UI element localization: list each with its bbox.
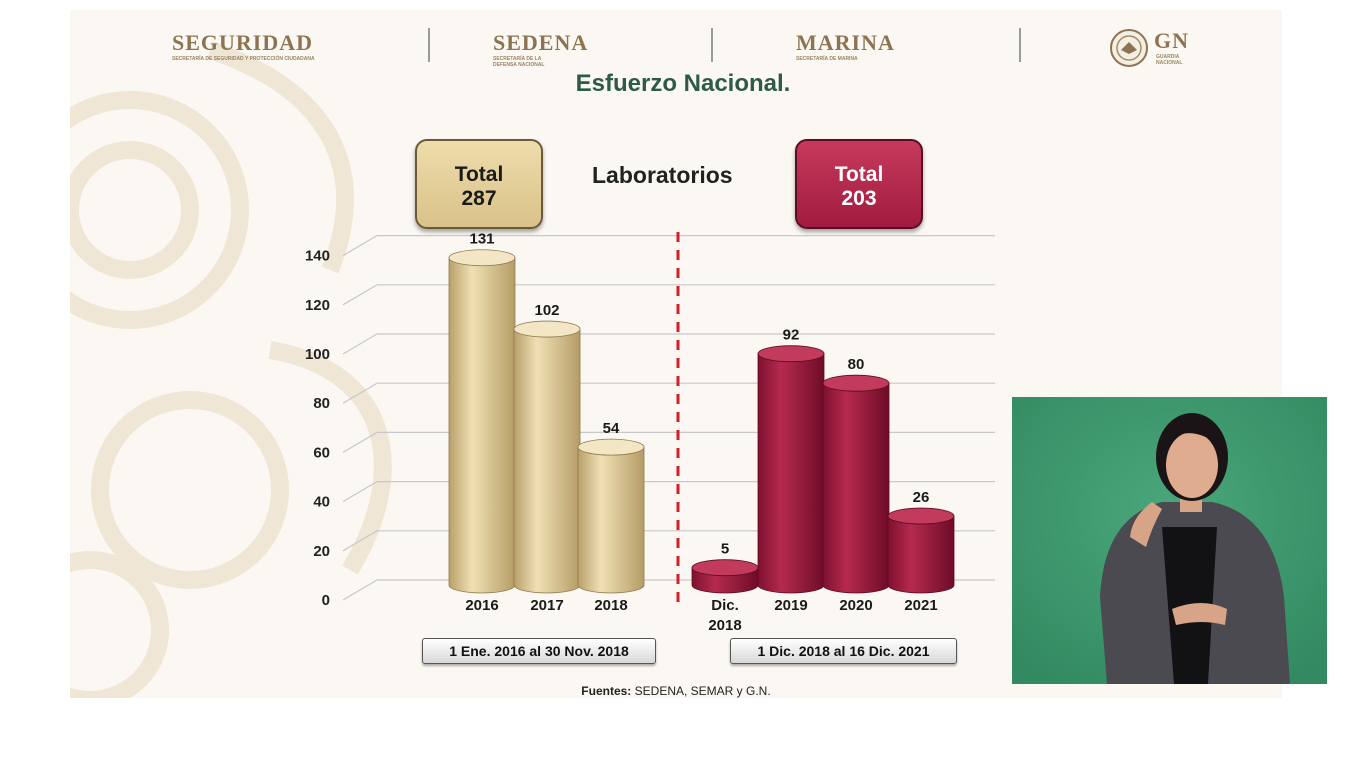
total-box-right: Total 203 <box>795 139 923 229</box>
sedena-logo: SEDENA SECRETARÍA DE LA DEFENSA NACIONAL <box>493 30 588 68</box>
data-label: 92 <box>783 327 800 344</box>
y-tick-label: 120 <box>305 297 330 314</box>
bar-2017 <box>513 328 581 594</box>
y-tick-label: 0 <box>322 592 330 609</box>
period-right-box: 1 Dic. 2018 al 16 Dic. 2021 <box>730 638 957 664</box>
logo-separator <box>1019 28 1021 62</box>
chart-title: Laboratorios <box>592 162 733 188</box>
data-label: 5 <box>721 541 729 558</box>
total-left-label: Total <box>454 163 504 186</box>
x-tick-label: 2021 <box>904 597 937 614</box>
y-tick-label: 140 <box>305 248 330 265</box>
page-title: Esfuerzo Nacional. <box>575 70 791 97</box>
bar-top <box>513 320 581 338</box>
gn-logo-sub: GUARDIA NACIONAL <box>1156 54 1183 66</box>
marina-logo-name: MARINA <box>796 30 895 55</box>
gridline <box>342 284 995 306</box>
logo-separator <box>428 28 430 62</box>
y-tick-label: 100 <box>305 346 330 363</box>
sedena-logo-sub: SECRETARÍA DE LA DEFENSA NACIONAL <box>493 56 545 68</box>
seguridad-logo: SEGURIDAD SECRETARÍA DE SEGURIDAD Y PROT… <box>172 30 315 62</box>
x-tick-label: Dic. <box>711 597 739 614</box>
sign-language-interpreter-video <box>1012 397 1327 684</box>
source-note: Fuentes: SEDENA, SEMAR y G.N. <box>0 684 1352 698</box>
gn-logo: GN GUARDIA NACIONAL <box>1108 28 1196 67</box>
total-right-value: 203 <box>841 187 877 210</box>
data-label: 26 <box>913 489 930 506</box>
x-tick-label: 2018 <box>594 597 627 614</box>
sedena-logo-name: SEDENA <box>493 30 589 55</box>
gn-emblem-icon <box>1110 29 1148 67</box>
period-left-box: 1 Ene. 2016 al 30 Nov. 2018 <box>422 638 656 664</box>
bar-top <box>887 507 955 525</box>
source-label: Fuentes: <box>581 684 632 698</box>
gridline <box>342 481 995 503</box>
data-label: 131 <box>469 231 494 248</box>
y-tick-label: 20 <box>313 543 330 560</box>
x-tick-label: 2017 <box>530 597 563 614</box>
bar-top <box>448 249 516 267</box>
gridline <box>342 382 995 404</box>
bar-2018 <box>577 446 645 594</box>
x-tick-label: 2019 <box>774 597 807 614</box>
bar-2021 <box>887 515 955 594</box>
x-tick-label: 2016 <box>465 597 498 614</box>
data-label: 80 <box>848 356 865 373</box>
marina-logo-sub: SECRETARÍA DE MARINA <box>796 56 858 62</box>
bar-2019 <box>757 353 825 594</box>
gridline <box>342 431 995 453</box>
data-label: 102 <box>534 302 559 319</box>
seguridad-logo-name: SEGURIDAD <box>172 30 314 55</box>
gn-logo-name: GN <box>1154 28 1189 53</box>
seguridad-logo-sub: SECRETARÍA DE SEGURIDAD Y PROTECCIÓN CIU… <box>172 56 315 62</box>
marina-logo: MARINA SECRETARÍA DE MARINA <box>796 30 895 62</box>
bar-top <box>822 374 890 392</box>
gridline <box>342 333 995 355</box>
bar-top <box>757 345 825 363</box>
bar-2020 <box>822 382 890 594</box>
gridline <box>342 235 995 257</box>
total-left-value: 287 <box>461 187 497 210</box>
data-label: 54 <box>603 420 620 437</box>
logo-separator <box>711 28 713 62</box>
total-right-label: Total <box>834 163 884 186</box>
y-tick-label: 60 <box>313 444 330 461</box>
total-box-left: Total 287 <box>415 139 543 229</box>
x-tick-label: 2018 <box>708 617 741 634</box>
interpreter-figure <box>1012 397 1327 684</box>
bar-top <box>577 438 645 456</box>
source-text: SEDENA, SEMAR y G.N. <box>634 684 771 698</box>
x-tick-label: 2020 <box>839 597 872 614</box>
bar-2016 <box>448 257 516 594</box>
y-tick-label: 80 <box>313 395 330 412</box>
bar-top <box>691 559 759 577</box>
y-tick-label: 40 <box>313 494 330 511</box>
decorative-pattern <box>70 41 392 698</box>
